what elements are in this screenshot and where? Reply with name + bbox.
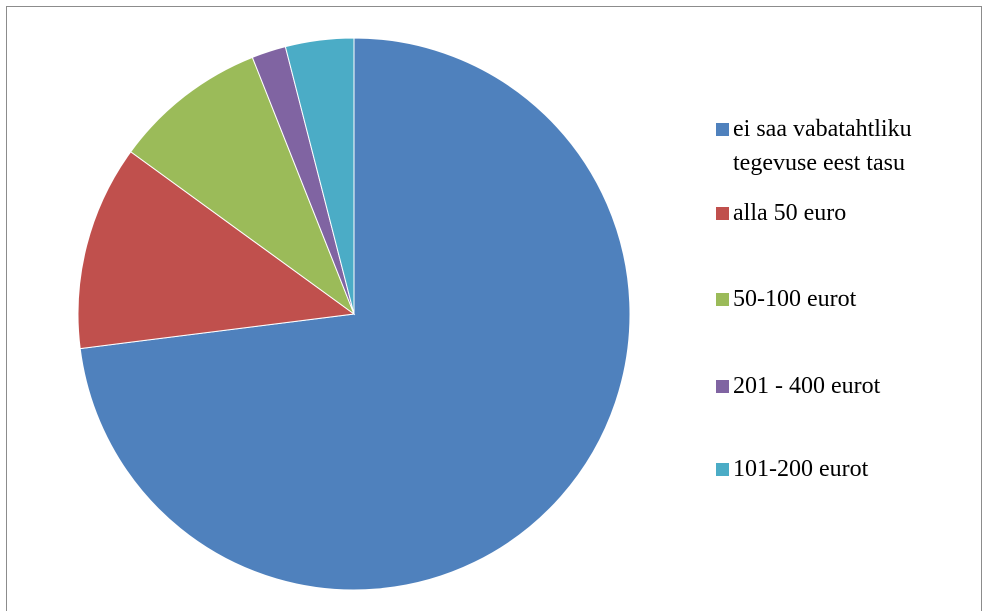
legend-swatch — [716, 207, 729, 220]
legend-swatch — [716, 380, 729, 393]
legend-label: 101-200 eurot — [733, 456, 869, 482]
legend-item: 201 - 400 eurot — [716, 369, 984, 403]
legend-swatch — [716, 463, 729, 476]
pie-slice — [77, 151, 356, 350]
pie-slice — [284, 37, 355, 315]
pie-slice — [130, 56, 356, 316]
legend-label: 50-100 eurot — [733, 286, 857, 312]
legend-item: ei saa vabatahtliku tegevuse eest tasu — [716, 112, 984, 180]
legend-label: 201 - 400 eurot — [733, 373, 881, 399]
legend-item: 101-200 eurot — [716, 452, 984, 486]
legend-item: 50-100 eurot — [716, 282, 984, 316]
legend-swatch — [716, 293, 729, 306]
pie-slice — [79, 37, 631, 591]
legend-item: alla 50 euro — [716, 196, 984, 230]
legend-label: ei saa vabatahtliku tegevuse eest tasu — [733, 116, 912, 176]
chart-frame — [6, 6, 982, 611]
legend-label: alla 50 euro — [733, 200, 847, 226]
legend-swatch — [716, 123, 729, 136]
